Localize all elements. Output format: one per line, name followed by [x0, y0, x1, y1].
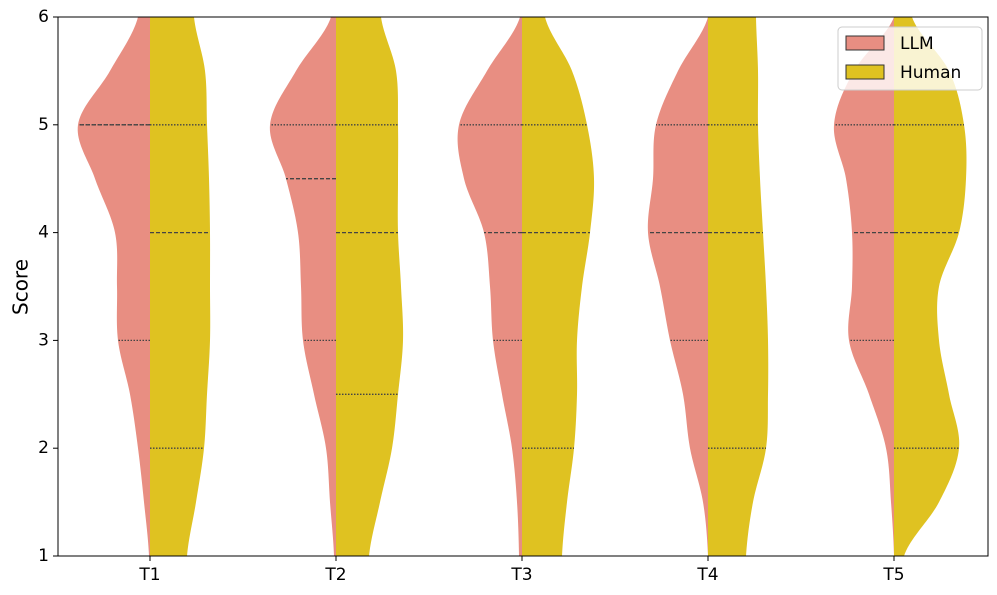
- violin-half: [708, 17, 769, 556]
- y-tick-label: 6: [38, 7, 49, 27]
- plot-frame: [57, 16, 989, 557]
- violin-half: [833, 17, 894, 556]
- violin-half: [336, 17, 404, 556]
- x-tick-label: T5: [882, 565, 904, 585]
- violin-half: [77, 17, 150, 556]
- violin-half: [894, 17, 967, 556]
- violin-half: [150, 17, 211, 556]
- x-tick-label: T3: [510, 565, 532, 585]
- legend-swatch: [845, 35, 885, 51]
- legend-label: LLM: [900, 34, 934, 54]
- y-tick-label: 4: [38, 223, 49, 243]
- x-tick-label: T4: [696, 565, 718, 585]
- legend-swatch: [845, 64, 885, 80]
- violin-half: [457, 17, 522, 556]
- violin-half: [269, 17, 336, 556]
- x-tick-label: T1: [138, 565, 160, 585]
- y-tick-label: 5: [38, 115, 49, 135]
- violin-half: [647, 17, 708, 556]
- legend-label: Human: [900, 63, 961, 83]
- y-tick-label: 2: [38, 438, 49, 458]
- plot-area: [77, 17, 967, 556]
- y-tick-label: 1: [38, 546, 49, 566]
- y-tick-label: 3: [38, 330, 49, 350]
- x-tick-label: T2: [324, 565, 346, 585]
- y-axis-label: Score: [9, 259, 33, 315]
- violin-half: [522, 17, 595, 556]
